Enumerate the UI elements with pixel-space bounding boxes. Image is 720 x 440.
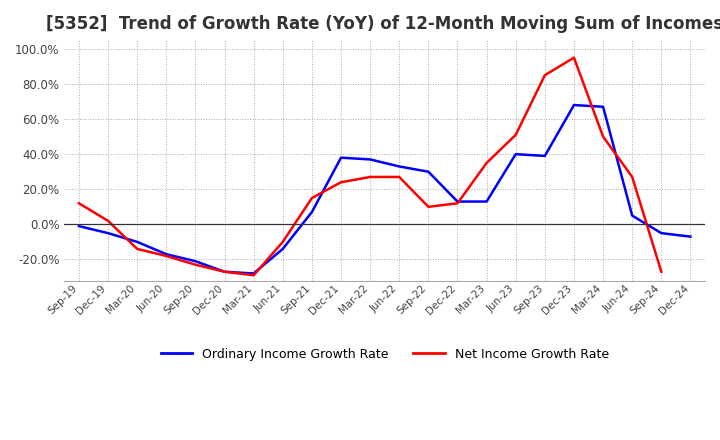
Net Income Growth Rate [511, 132, 520, 138]
Ordinary Income Growth Rate [162, 252, 171, 257]
Ordinary Income Growth Rate [686, 234, 695, 239]
Ordinary Income Growth Rate [657, 231, 666, 236]
Net Income Growth Rate [162, 253, 171, 259]
Ordinary Income Growth Rate [191, 259, 199, 264]
Ordinary Income Growth Rate [279, 246, 287, 252]
Legend: Ordinary Income Growth Rate, Net Income Growth Rate: Ordinary Income Growth Rate, Net Income … [156, 343, 613, 366]
Ordinary Income Growth Rate [307, 209, 316, 215]
Net Income Growth Rate [191, 262, 199, 268]
Ordinary Income Growth Rate [104, 231, 112, 236]
Line: Net Income Growth Rate: Net Income Growth Rate [79, 58, 662, 275]
Net Income Growth Rate [541, 73, 549, 78]
Net Income Growth Rate [657, 269, 666, 275]
Net Income Growth Rate [453, 201, 462, 206]
Ordinary Income Growth Rate [599, 104, 608, 110]
Net Income Growth Rate [482, 160, 491, 165]
Line: Ordinary Income Growth Rate: Ordinary Income Growth Rate [79, 105, 690, 274]
Ordinary Income Growth Rate [133, 239, 142, 245]
Ordinary Income Growth Rate [249, 271, 258, 276]
Net Income Growth Rate [366, 174, 374, 180]
Net Income Growth Rate [307, 195, 316, 201]
Ordinary Income Growth Rate [628, 213, 636, 218]
Net Income Growth Rate [599, 134, 608, 139]
Net Income Growth Rate [279, 239, 287, 245]
Net Income Growth Rate [249, 273, 258, 278]
Ordinary Income Growth Rate [570, 103, 578, 108]
Ordinary Income Growth Rate [366, 157, 374, 162]
Ordinary Income Growth Rate [482, 199, 491, 204]
Ordinary Income Growth Rate [337, 155, 346, 160]
Net Income Growth Rate [133, 246, 142, 252]
Net Income Growth Rate [220, 269, 229, 275]
Net Income Growth Rate [424, 204, 433, 209]
Net Income Growth Rate [337, 180, 346, 185]
Ordinary Income Growth Rate [220, 269, 229, 275]
Net Income Growth Rate [395, 174, 404, 180]
Title: [5352]  Trend of Growth Rate (YoY) of 12-Month Moving Sum of Incomes: [5352] Trend of Growth Rate (YoY) of 12-… [46, 15, 720, 33]
Net Income Growth Rate [570, 55, 578, 60]
Net Income Growth Rate [628, 174, 636, 180]
Ordinary Income Growth Rate [453, 199, 462, 204]
Ordinary Income Growth Rate [75, 224, 84, 229]
Ordinary Income Growth Rate [395, 164, 404, 169]
Net Income Growth Rate [104, 218, 112, 224]
Net Income Growth Rate [75, 201, 84, 206]
Ordinary Income Growth Rate [424, 169, 433, 174]
Ordinary Income Growth Rate [511, 151, 520, 157]
Ordinary Income Growth Rate [541, 153, 549, 158]
